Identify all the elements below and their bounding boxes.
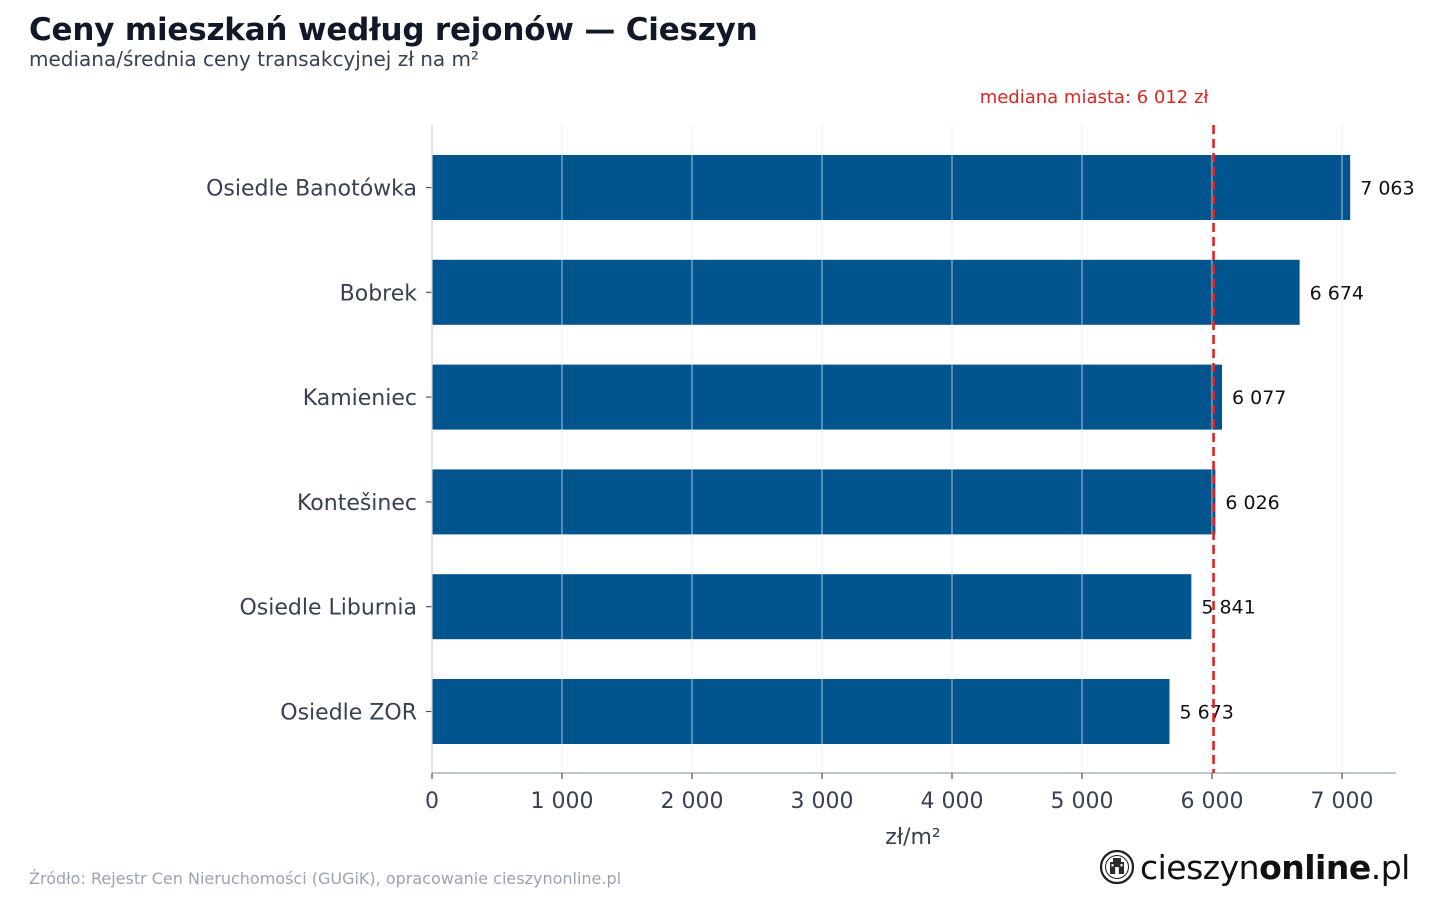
logo-text-bold: online	[1259, 847, 1371, 887]
logo: cieszynonline.pl	[1099, 847, 1410, 887]
x-tick-label: 2 000	[661, 789, 724, 814]
reference-label: mediana miasta: 6 012 zł	[980, 87, 1210, 108]
logo-text: cieszynonline.pl	[1140, 848, 1410, 887]
bar	[432, 259, 1300, 325]
x-tick-label: 6 000	[1181, 789, 1244, 814]
bar	[432, 364, 1223, 430]
value-label: 6 674	[1310, 282, 1364, 304]
x-tick-label: 5 000	[1051, 789, 1114, 814]
x-tick-label: 7 000	[1311, 789, 1374, 814]
chart-title: Ceny mieszkań według rejonów — Cieszyn	[29, 12, 758, 48]
source-note: Źródło: Rejestr Cen Nieruchomości (GUGiK…	[29, 869, 622, 888]
x-tick-label: 1 000	[531, 789, 594, 814]
cieszyn-emblem-icon	[1099, 849, 1135, 885]
chart-subtitle: mediana/średnia ceny transakcyjnej zł na…	[29, 47, 480, 71]
category-label: Osiedle Liburnia	[239, 596, 417, 621]
value-label: 7 063	[1360, 178, 1414, 200]
bar	[432, 155, 1351, 220]
x-axis-label: zł/m²	[885, 825, 940, 850]
bar	[432, 469, 1216, 535]
category-label: Kamieniec	[303, 386, 417, 411]
x-tick-label: 3 000	[791, 789, 854, 814]
category-label: Osiedle ZOR	[280, 701, 417, 726]
logo-text-regular: cieszyn	[1140, 847, 1260, 887]
x-tick-label: 0	[425, 789, 439, 814]
category-label: Osiedle Banotówka	[206, 177, 417, 202]
category-label: Bobrek	[340, 281, 418, 306]
bar	[432, 574, 1192, 640]
value-label: 6 026	[1225, 492, 1279, 514]
value-label: 6 077	[1232, 387, 1286, 409]
category-label: Kontešinec	[297, 491, 417, 516]
value-label: 5 841	[1201, 597, 1255, 619]
logo-text-suffix: .pl	[1370, 847, 1411, 887]
bar	[432, 679, 1170, 744]
x-tick-label: 4 000	[921, 789, 984, 814]
value-label: 5 673	[1179, 702, 1233, 724]
